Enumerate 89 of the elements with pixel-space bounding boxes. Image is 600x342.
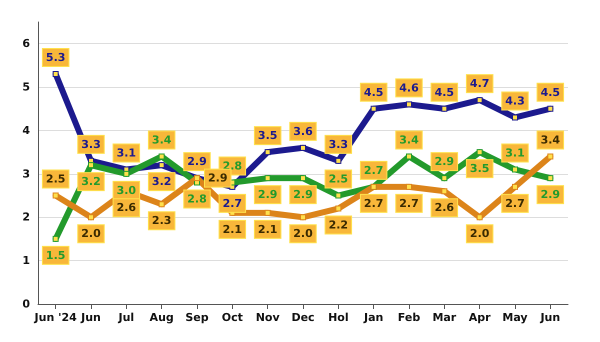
y-tick-label: 2 (22, 210, 30, 224)
data-label: 4.5 (364, 86, 384, 99)
data-label: 2.9 (434, 155, 454, 168)
point (300, 214, 306, 220)
point (512, 166, 518, 173)
x-tick-label: Jul (117, 311, 134, 324)
data-label: 2.0 (470, 227, 490, 240)
data-label: 3.1 (505, 146, 525, 160)
point (441, 106, 448, 112)
point (52, 71, 59, 78)
data-label: 2.9 (208, 172, 228, 185)
point (300, 175, 306, 182)
y-tick-label: 6 (22, 37, 30, 50)
data-label: 3.4 (540, 133, 560, 146)
x-tick-label: Sep (185, 311, 209, 324)
x-tick-label: May (502, 311, 528, 324)
data-label: 2.9 (187, 155, 207, 168)
data-label: 4.3 (505, 94, 525, 108)
data-label: 2.8 (187, 192, 207, 206)
point (547, 106, 554, 112)
data-label: 2.8 (222, 160, 242, 173)
data-label: 2.7 (364, 164, 384, 177)
data-label: 3.5 (470, 162, 490, 176)
data-label: 2.1 (222, 222, 242, 236)
x-tick-label: Oct (222, 311, 243, 324)
point (52, 236, 59, 242)
x-tick-label: Feb (398, 311, 420, 324)
data-label: 3.3 (81, 138, 101, 151)
point (264, 175, 271, 182)
data-label: 2.5 (46, 172, 66, 186)
data-label: 2.7 (364, 196, 384, 210)
data-label: 2.3 (152, 214, 172, 228)
y-tick-label: 1 (22, 254, 30, 268)
point (52, 192, 59, 199)
point (158, 162, 165, 168)
x-tick-label: Hol (328, 311, 349, 324)
data-label: 2.0 (293, 227, 314, 240)
x-tick-label: Dec (291, 311, 315, 324)
point (264, 149, 271, 156)
data-label: 4.5 (540, 86, 560, 99)
y-tick-label: 5 (22, 80, 30, 94)
point (547, 175, 554, 182)
data-label: 3.3 (328, 138, 348, 151)
data-label: 2.6 (116, 201, 136, 214)
data-label: 2.9 (258, 188, 278, 202)
y-tick-label: 4 (22, 124, 30, 137)
data-label: 3.5 (258, 129, 278, 142)
data-label: 3.1 (116, 146, 136, 160)
data-label: 4.6 (399, 81, 420, 94)
point (335, 206, 342, 212)
point (300, 144, 306, 151)
x-tick-label: Nov (256, 311, 280, 324)
data-label: 2.7 (399, 196, 419, 210)
data-label: 3.4 (399, 133, 420, 146)
y-tick-label: 3 (22, 167, 30, 180)
x-tick-label: Apr (468, 311, 492, 324)
data-label: 2.5 (328, 172, 348, 186)
data-label: 3.4 (152, 133, 172, 146)
data-label: 3.0 (116, 184, 136, 197)
data-label: 2.6 (434, 201, 454, 214)
data-label: 4.5 (434, 86, 454, 99)
x-tick-label: Jan (362, 311, 384, 324)
data-label: 2.1 (258, 222, 278, 236)
point (370, 106, 377, 112)
data-label: 3.2 (81, 175, 101, 188)
point (441, 188, 448, 194)
point (476, 97, 483, 104)
point (264, 210, 271, 216)
point (547, 153, 554, 160)
point (123, 170, 130, 177)
y-tick-label: 0 (22, 298, 30, 310)
data-label: 2.0 (81, 227, 102, 240)
data-label: 3.2 (152, 175, 172, 188)
x-tick-label: Aug (150, 311, 174, 324)
data-label: 4.7 (470, 77, 490, 90)
x-tick-label: Jun '24 (34, 311, 78, 324)
point (406, 184, 412, 190)
point (512, 184, 518, 190)
x-tick-label: Mar (432, 311, 457, 324)
x-tick-label: Jun (80, 311, 101, 324)
data-label: 2.9 (293, 188, 313, 202)
data-label: 3.6 (293, 124, 314, 138)
data-label: 2.9 (540, 188, 560, 202)
data-label: 5.3 (46, 51, 66, 64)
data-label: 1.5 (46, 248, 66, 262)
data-label: 2.7 (222, 196, 242, 210)
data-label: 2.7 (505, 196, 525, 210)
data-label: 2.2 (328, 218, 348, 232)
x-tick-label: Jun (539, 311, 560, 324)
